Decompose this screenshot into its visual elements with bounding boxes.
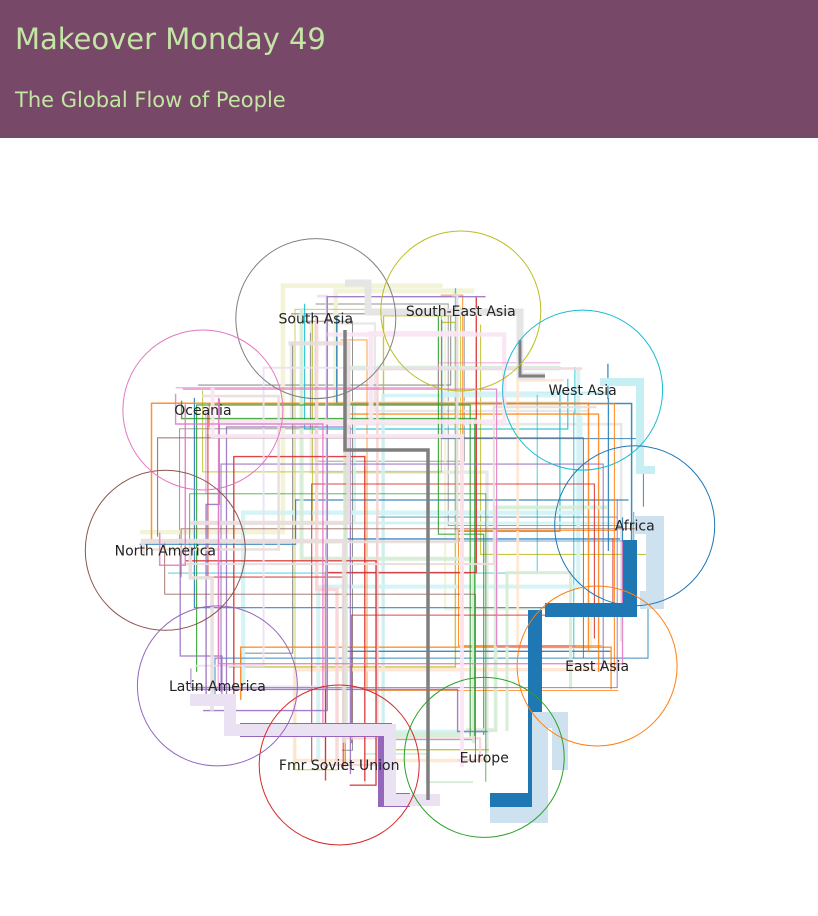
region-circle [380,230,542,392]
flow-line [182,406,597,566]
region-node: South-East Asia [380,230,542,392]
flow-line [191,688,488,733]
flow-line [180,400,476,737]
region-circle [84,469,246,631]
region-circle [403,676,565,838]
flow-line [208,403,615,673]
region-node: South Asia [235,238,397,400]
region-nodes: South Asia South-East Asia West Asia Africa… [84,230,716,846]
flow-line [225,426,352,775]
flow-line [220,463,604,692]
flow-line-major [518,340,545,378]
region-label: Africa [615,519,655,535]
header-banner: Makeover Monday 49 The Global Flow of Pe… [0,0,818,138]
flow-line [210,387,464,768]
flow-line [299,308,476,744]
region-node: North America [84,469,246,631]
flow-line [311,483,595,763]
flow-line [465,505,608,732]
region-circle [258,684,420,846]
flow-line-major [343,330,430,800]
page-title: Makeover Monday 49 [15,22,326,56]
region-label: South Asia [279,312,353,328]
flow-line [573,366,576,659]
flow-line [175,362,561,389]
region-label: West Asia [548,383,616,399]
flow-line [351,538,614,744]
region-circle [136,605,298,767]
region-circle [554,445,716,607]
region-label: Oceania [174,403,231,419]
flow-line [505,571,573,731]
region-circle [235,238,397,400]
region-node: Europe [403,676,565,838]
flow-line [185,560,377,786]
flow-line [341,737,482,762]
region-node: Latin America [136,605,298,767]
flow-line [174,393,324,738]
region-label: Latin America [169,679,266,695]
flow-line [203,296,486,712]
region-label: South-East Asia [406,304,516,320]
flow-line [164,541,476,757]
flow-line [151,394,280,551]
flow-line [188,545,214,711]
region-node: Oceania [122,329,284,491]
region-circle [122,329,284,491]
region-node: West Asia [502,309,664,471]
page-subtitle: The Global Flow of People [15,88,286,112]
flow-line [158,404,187,567]
region-circle [502,309,664,471]
flow-line [179,554,223,701]
flow-line-major [190,694,440,806]
flow-line [195,366,563,667]
flow-line [196,404,471,737]
flow-line [240,646,612,700]
region-circle [516,585,678,747]
flow-line [225,330,473,425]
flow-line-major [635,516,664,609]
flow-line [190,499,618,689]
flow-line [233,455,366,782]
flow-line [454,288,561,533]
region-label: East Asia [565,659,629,675]
flow-line-major [600,378,655,474]
region-label: Europe [460,750,509,766]
flow-line [205,410,219,689]
region-label: Fmr Soviet Union [279,758,400,774]
flow-line [140,538,347,743]
region-label: North America [115,543,216,559]
flow-line [340,339,619,692]
region-node: East Asia [516,585,678,747]
flow-lines [139,279,664,823]
region-node: Africa [554,445,716,607]
flow-line [189,493,487,782]
region-node: Fmr Soviet Union [258,684,420,846]
flow-line [190,341,351,526]
